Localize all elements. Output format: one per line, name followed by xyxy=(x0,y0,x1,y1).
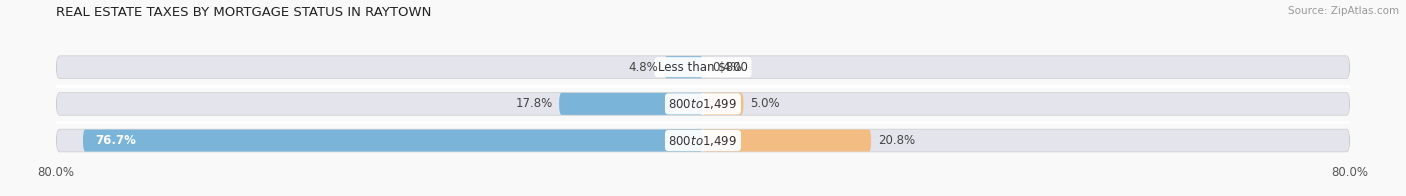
FancyBboxPatch shape xyxy=(83,130,703,152)
FancyBboxPatch shape xyxy=(56,56,1350,79)
Text: $800 to $1,499: $800 to $1,499 xyxy=(668,133,738,148)
FancyBboxPatch shape xyxy=(56,129,1350,152)
FancyBboxPatch shape xyxy=(560,93,703,115)
FancyBboxPatch shape xyxy=(703,56,706,78)
Text: Source: ZipAtlas.com: Source: ZipAtlas.com xyxy=(1288,6,1399,16)
Text: Less than $800: Less than $800 xyxy=(658,61,748,74)
Text: 5.0%: 5.0% xyxy=(749,97,779,110)
Text: 76.7%: 76.7% xyxy=(96,134,136,147)
FancyBboxPatch shape xyxy=(703,93,744,115)
Text: $800 to $1,499: $800 to $1,499 xyxy=(668,97,738,111)
Text: 4.8%: 4.8% xyxy=(628,61,658,74)
FancyBboxPatch shape xyxy=(703,130,872,152)
FancyBboxPatch shape xyxy=(664,56,703,78)
FancyBboxPatch shape xyxy=(56,93,1350,115)
Text: 17.8%: 17.8% xyxy=(516,97,553,110)
Text: 20.8%: 20.8% xyxy=(877,134,915,147)
Text: REAL ESTATE TAXES BY MORTGAGE STATUS IN RAYTOWN: REAL ESTATE TAXES BY MORTGAGE STATUS IN … xyxy=(56,6,432,19)
Text: 0.4%: 0.4% xyxy=(713,61,742,74)
